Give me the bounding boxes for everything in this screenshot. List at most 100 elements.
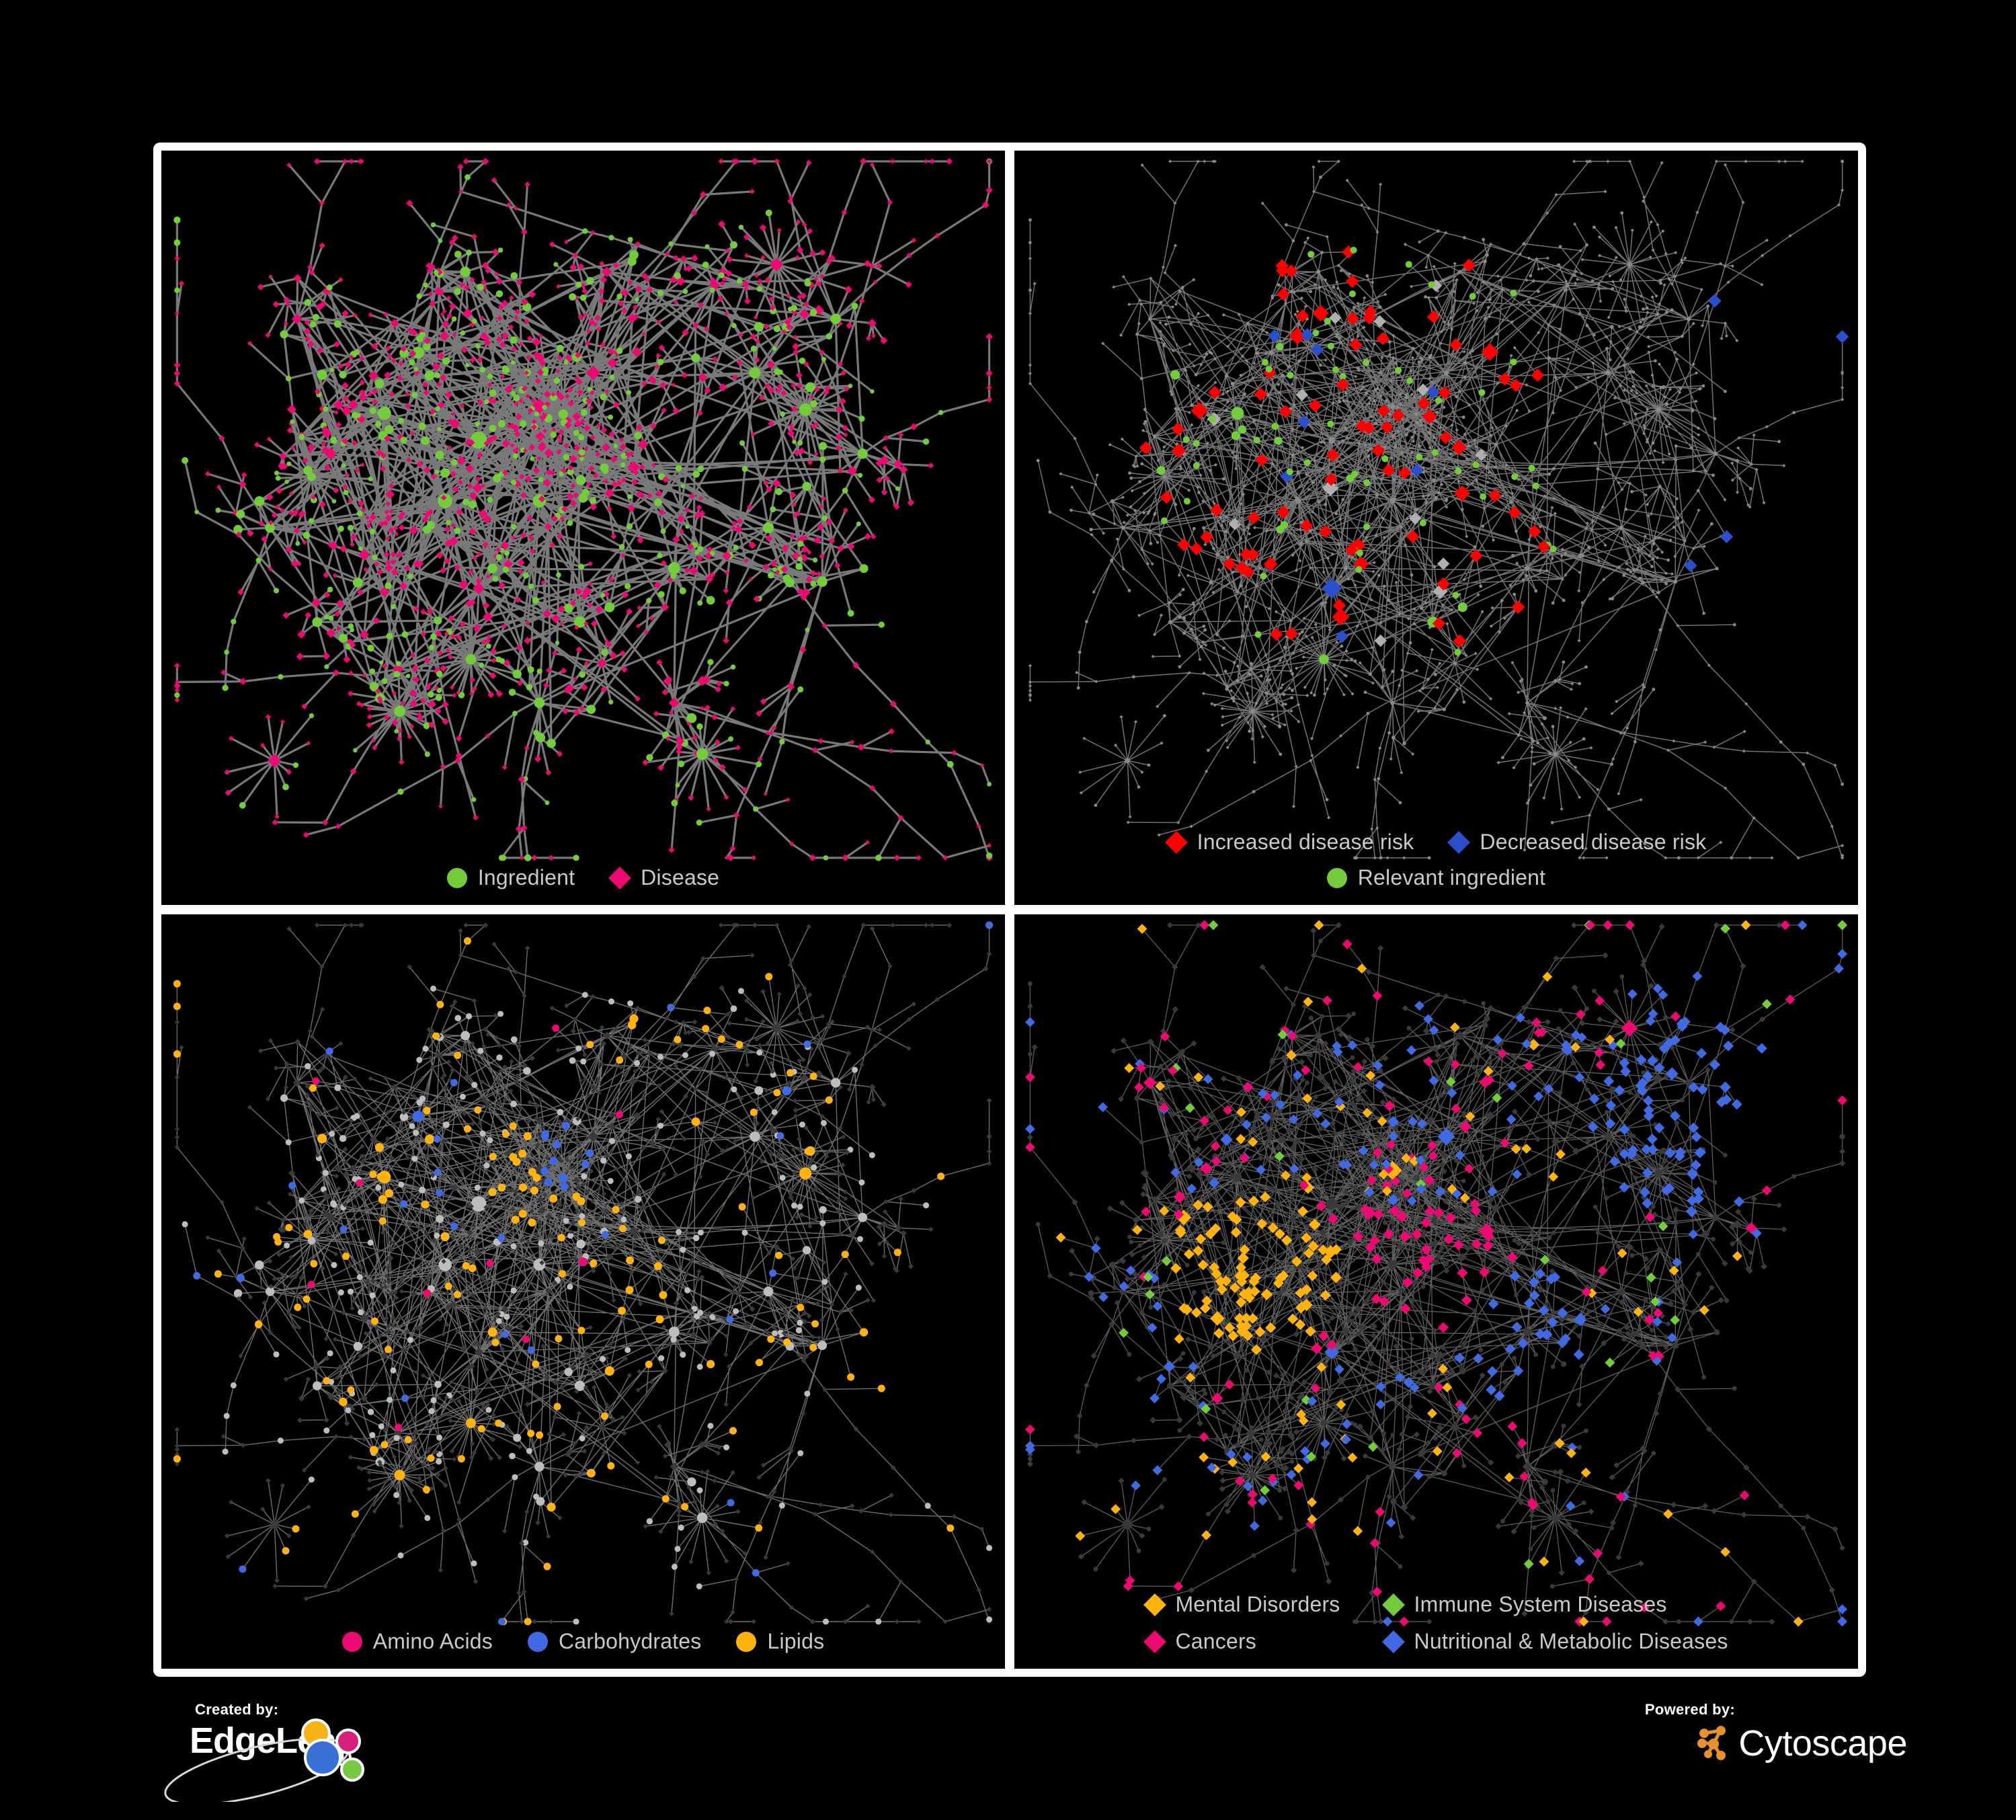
network-node[interactable] [174,697,180,703]
network-node[interactable] [611,1298,616,1303]
network-node[interactable] [840,1134,846,1140]
network-node[interactable] [1647,344,1651,348]
network-node[interactable] [1084,620,1088,623]
network-node[interactable] [822,1618,829,1625]
network-node[interactable] [1664,1164,1670,1171]
network-node[interactable] [1327,816,1331,820]
network-node[interactable] [567,1283,573,1290]
network-canvas-ingredient-disease[interactable] [161,151,1005,905]
network-node[interactable] [1426,1194,1432,1199]
network-node[interactable] [660,1146,666,1152]
network-node[interactable] [1609,358,1613,362]
network-node[interactable] [821,356,827,362]
network-node[interactable] [1210,702,1214,706]
network-canvas-nutrient-classes[interactable] [161,914,1005,1669]
network-node[interactable] [577,1327,586,1335]
network-node[interactable] [1495,332,1499,336]
legend-item-disease[interactable]: Disease [608,865,719,890]
network-node[interactable] [471,1450,477,1456]
network-node[interactable] [1147,763,1151,767]
network-node[interactable] [274,1578,280,1583]
network-node[interactable] [372,554,378,561]
network-node[interactable] [671,1146,676,1152]
network-node[interactable] [1615,1243,1622,1250]
network-node[interactable] [1525,574,1529,578]
network-node[interactable] [306,740,311,746]
network-node[interactable] [768,362,774,369]
network-node[interactable] [323,1417,329,1423]
network-node[interactable] [1379,394,1383,398]
network-node[interactable] [1724,334,1728,338]
network-node[interactable] [625,1153,632,1160]
network-node[interactable] [527,1099,532,1105]
network-node[interactable] [946,760,954,768]
network-node[interactable] [619,650,626,657]
network-node[interactable] [1364,1101,1369,1107]
network-node[interactable] [1586,375,1590,379]
network-node[interactable] [1635,330,1639,334]
network-node[interactable] [1656,547,1660,551]
network-node[interactable] [860,157,867,165]
network-node[interactable] [442,701,449,709]
network-node[interactable] [1651,384,1655,388]
network-node[interactable] [477,356,483,363]
network-node[interactable] [1356,366,1360,370]
network-node[interactable] [620,452,627,459]
network-node[interactable] [553,1140,561,1149]
network-node[interactable] [572,1192,581,1201]
network-node[interactable] [459,1093,466,1100]
network-node[interactable] [567,1232,573,1239]
network-node[interactable] [1368,672,1372,676]
network-node[interactable] [657,591,665,598]
network-node[interactable] [432,1032,440,1040]
network-node[interactable] [345,1236,350,1242]
network-node[interactable] [285,1139,292,1146]
network-node[interactable] [803,535,809,541]
network-node[interactable] [1287,372,1294,379]
network-node[interactable] [1644,384,1648,388]
network-node[interactable] [487,563,498,573]
network-node[interactable] [341,438,348,445]
network-node[interactable] [1686,317,1691,321]
network-node[interactable] [530,1161,536,1167]
network-node[interactable] [661,1324,667,1330]
network-node[interactable] [1509,379,1523,392]
network-node[interactable] [674,1546,681,1552]
network-node[interactable] [573,616,586,628]
network-node[interactable] [706,1316,712,1322]
network-node[interactable] [1841,188,1845,192]
network-node[interactable] [1662,283,1666,287]
network-node[interactable] [1350,692,1355,696]
network-node[interactable] [772,567,777,572]
network-node[interactable] [1082,736,1086,740]
network-node[interactable] [1137,1243,1143,1248]
network-node[interactable] [648,375,656,383]
network-node[interactable] [1518,252,1523,256]
network-node[interactable] [853,1426,859,1432]
network-node[interactable] [649,616,655,621]
network-node[interactable] [510,360,516,365]
network-node[interactable] [1608,597,1612,601]
network-node[interactable] [748,577,754,582]
network-node[interactable] [686,713,697,723]
network-node[interactable] [788,1194,794,1201]
network-node[interactable] [515,825,522,832]
network-node[interactable] [986,842,992,848]
network-node[interactable] [343,1159,349,1165]
network-node[interactable] [1254,631,1262,638]
network-node[interactable] [637,537,644,544]
network-node[interactable] [613,443,618,448]
network-node[interactable] [261,1300,267,1306]
network-node[interactable] [738,1096,744,1101]
network-node[interactable] [567,1150,573,1156]
network-node[interactable] [1253,526,1257,530]
network-node[interactable] [1387,353,1392,357]
network-node[interactable] [1426,296,1430,300]
network-node[interactable] [1379,1099,1386,1106]
network-node[interactable] [174,1074,180,1080]
network-node[interactable] [1389,1463,1396,1470]
network-node[interactable] [683,266,688,272]
network-node[interactable] [1619,525,1624,530]
network-node[interactable] [787,429,795,438]
network-node[interactable] [1752,433,1756,437]
